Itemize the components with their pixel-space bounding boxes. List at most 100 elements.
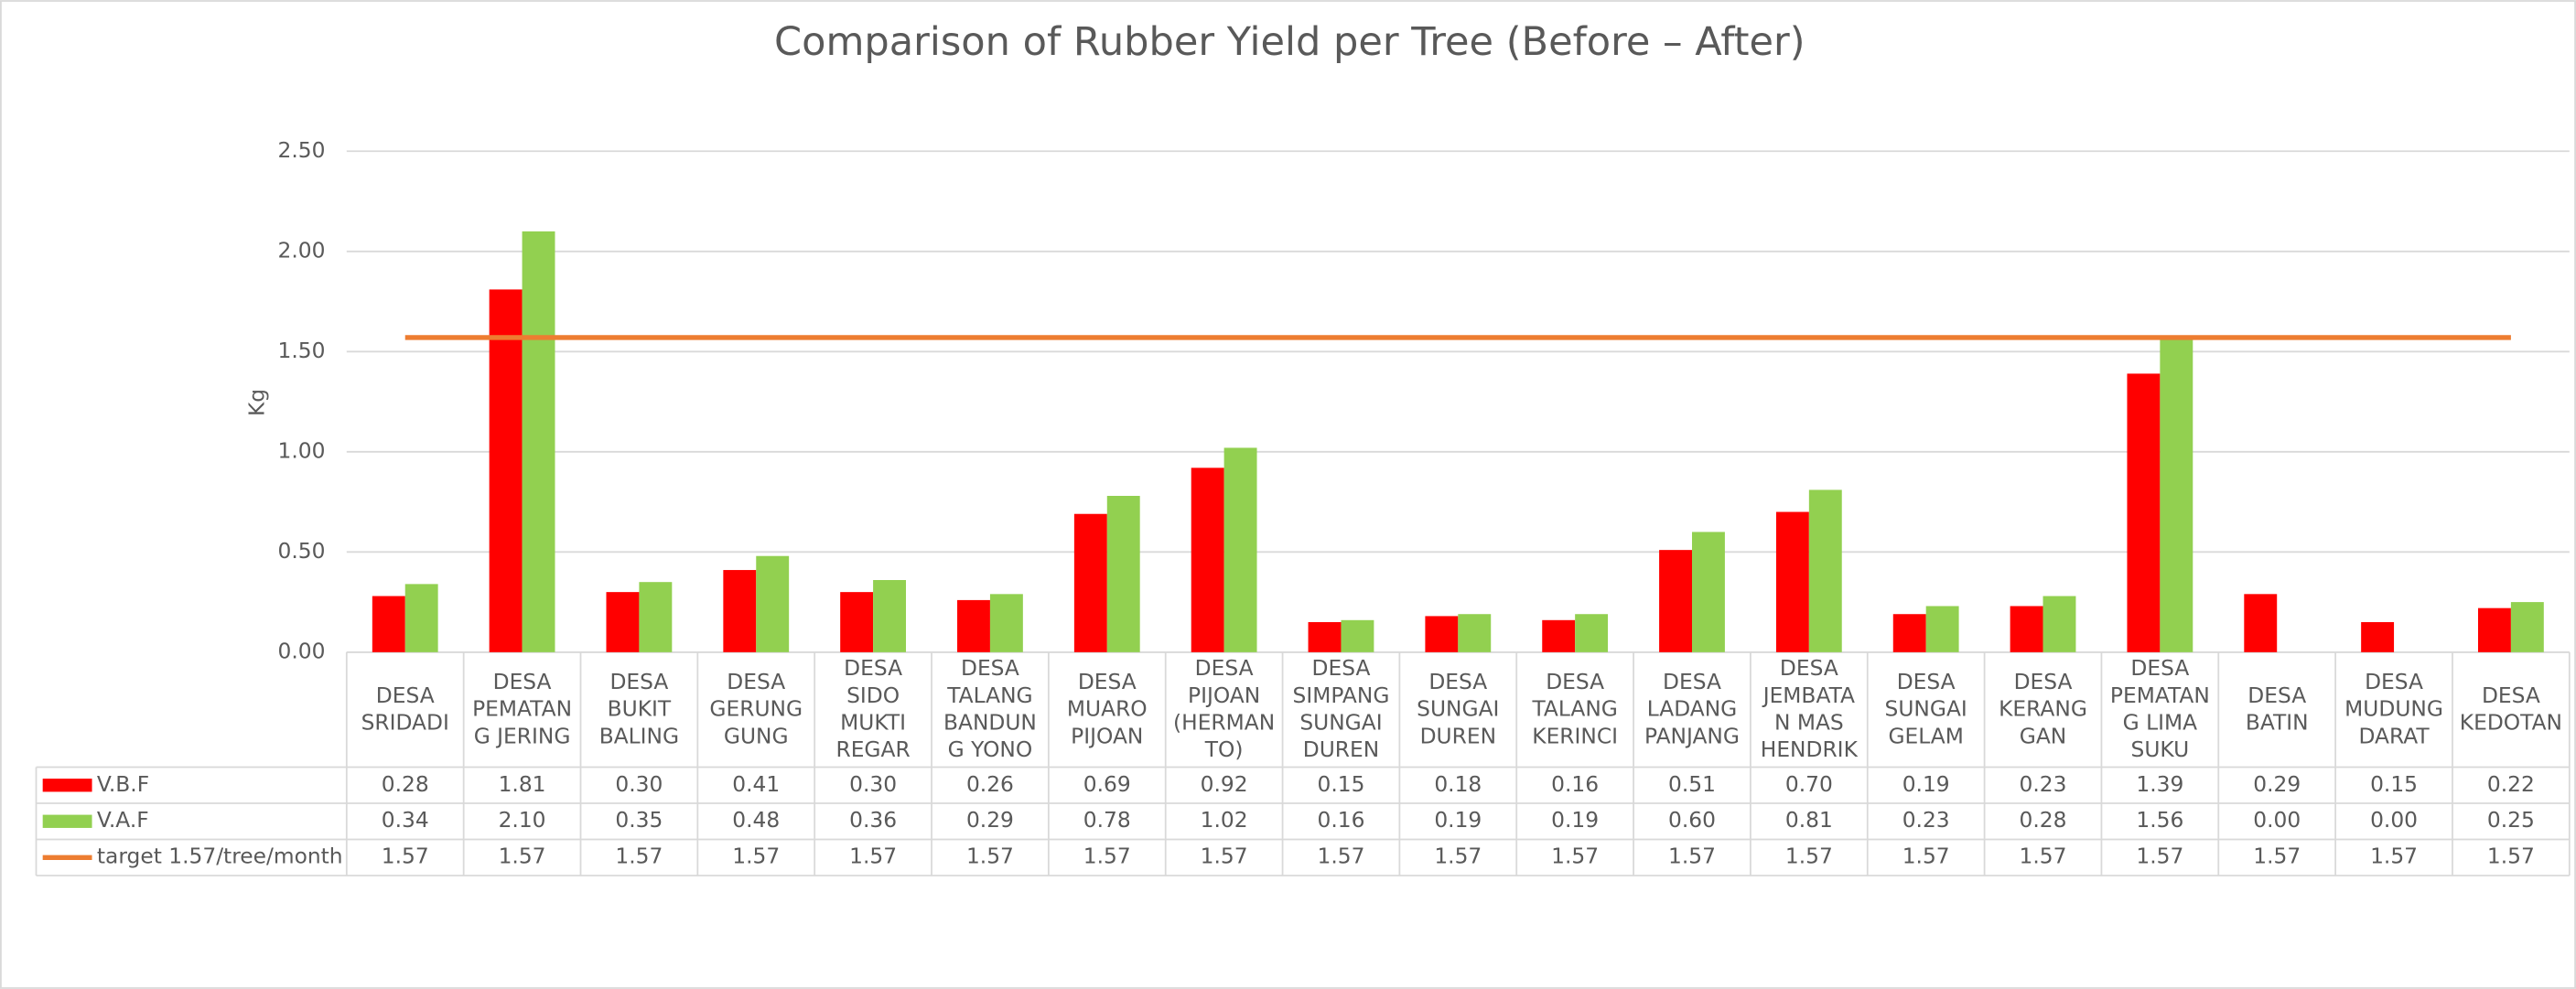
bar — [372, 596, 405, 652]
bar — [1808, 489, 1842, 652]
table-value: 0.23 — [2020, 771, 2067, 797]
bar — [489, 289, 523, 652]
table-value: 1.57 — [1902, 844, 1950, 869]
bar — [1542, 619, 1576, 652]
bar — [1308, 621, 1342, 652]
table-value: 1.57 — [849, 844, 897, 869]
table-value: 0.69 — [1083, 771, 1131, 797]
x-tick-label: DESA MUARO PIJOAN — [1067, 669, 1148, 748]
table-value: 0.15 — [1317, 771, 1364, 797]
bar — [957, 599, 990, 652]
table-value: 0.28 — [2020, 807, 2067, 833]
chart-title: Comparison of Rubber Yield per Tree (Bef… — [774, 19, 1805, 65]
table-value: 0.00 — [2370, 807, 2418, 833]
table-value: 1.57 — [499, 844, 546, 869]
table-value: 0.60 — [1668, 807, 1716, 833]
y-tick-label: 1.50 — [278, 338, 326, 363]
table-value: 1.57 — [2253, 844, 2301, 869]
table-value: 0.29 — [966, 807, 1014, 833]
bar — [1106, 496, 1140, 652]
table-value: 1.57 — [1083, 844, 1131, 869]
table-value: 1.57 — [382, 844, 429, 869]
legend-label: V.B.F — [97, 771, 149, 797]
table-value: 0.00 — [2253, 807, 2301, 833]
x-tick-label: DESA KEDOTAN — [2460, 682, 2562, 735]
table-value: 1.57 — [2487, 844, 2535, 869]
legend-swatch — [42, 779, 92, 792]
x-tick-label: DESA SIMPANG SUNGAI DUREN — [1293, 655, 1390, 762]
table-value: 1.57 — [2370, 844, 2418, 869]
x-tick-label: DESA LADANG PANJANG — [1644, 669, 1740, 748]
x-tick-label: DESA SUNGAI DUREN — [1417, 669, 1499, 748]
table-value: 1.57 — [1785, 844, 1833, 869]
x-tick-label: DESA TALANG KERINCI — [1531, 669, 1618, 748]
table-value: 2.10 — [499, 807, 546, 833]
bar — [1892, 614, 1926, 652]
table-value: 0.48 — [732, 807, 780, 833]
x-tick-label: DESA TALANG BANDUN G YONO — [943, 655, 1037, 762]
bar — [1775, 511, 1809, 652]
bar — [840, 592, 874, 652]
table-value: 1.57 — [1434, 844, 1482, 869]
table-value: 0.41 — [732, 771, 780, 797]
bar — [404, 584, 438, 652]
table-value: 1.57 — [1317, 844, 1364, 869]
bar — [1073, 513, 1107, 652]
y-tick-label: 0.00 — [278, 638, 326, 663]
bar — [1659, 550, 1692, 652]
table-value: 1.57 — [732, 844, 780, 869]
bar — [2010, 606, 2043, 652]
table-value: 0.23 — [1902, 807, 1950, 833]
table-value: 0.70 — [1785, 771, 1833, 797]
y-tick-label: 1.00 — [278, 437, 326, 463]
x-tick-label: DESA MUDUNG DARAT — [2344, 669, 2443, 748]
y-tick-label: 2.00 — [278, 237, 326, 263]
x-tick-label: DESA PIJOAN (HERMAN TO) — [1173, 655, 1275, 762]
table-value: 0.19 — [1551, 807, 1599, 833]
bar — [2127, 373, 2161, 652]
bar — [1691, 532, 1725, 652]
table-value: 0.30 — [615, 771, 663, 797]
bar — [522, 231, 555, 652]
table-value: 0.18 — [1434, 771, 1482, 797]
table-value: 1.57 — [1551, 844, 1599, 869]
table-value: 1.57 — [1201, 844, 1248, 869]
x-tick-label: DESA KERANG GAN — [1999, 669, 2087, 748]
legend-swatch — [42, 814, 92, 828]
table-value: 0.16 — [1317, 807, 1364, 833]
table-value: 1.57 — [966, 844, 1014, 869]
table-value: 0.28 — [382, 771, 429, 797]
bar — [723, 570, 757, 652]
table-value: 1.57 — [615, 844, 663, 869]
bar — [1575, 614, 1609, 652]
table-value: 0.51 — [1668, 771, 1716, 797]
x-tick-label: DESA GERUNG GUNG — [709, 669, 803, 748]
bar — [756, 555, 790, 652]
table-value: 0.19 — [1902, 771, 1950, 797]
x-tick-label: DESA PEMATAN G LIMA SUKU — [2110, 655, 2210, 762]
bar — [639, 582, 673, 652]
bar — [1341, 619, 1374, 652]
bar — [1458, 614, 1492, 652]
table-value: 0.35 — [615, 807, 663, 833]
table-value: 1.56 — [2136, 807, 2183, 833]
table-value: 1.57 — [2020, 844, 2067, 869]
bar — [2510, 602, 2544, 652]
table-value: 1.57 — [2136, 844, 2183, 869]
bar — [2361, 621, 2395, 652]
y-tick-label: 0.50 — [278, 538, 326, 564]
table-value: 0.34 — [382, 807, 429, 833]
table-value: 0.81 — [1785, 807, 1833, 833]
table-value: 0.22 — [2487, 771, 2535, 797]
table-value: 0.29 — [2253, 771, 2301, 797]
table-value: 1.39 — [2136, 771, 2183, 797]
bar — [1191, 468, 1224, 652]
bar — [1925, 606, 1959, 652]
bar — [2244, 594, 2278, 652]
table-value: 0.15 — [2370, 771, 2418, 797]
x-tick-label: DESA BUKIT BALING — [599, 669, 679, 748]
bar — [606, 592, 640, 652]
legend-label: target 1.57/tree/month — [97, 844, 343, 869]
bar — [2160, 339, 2193, 652]
